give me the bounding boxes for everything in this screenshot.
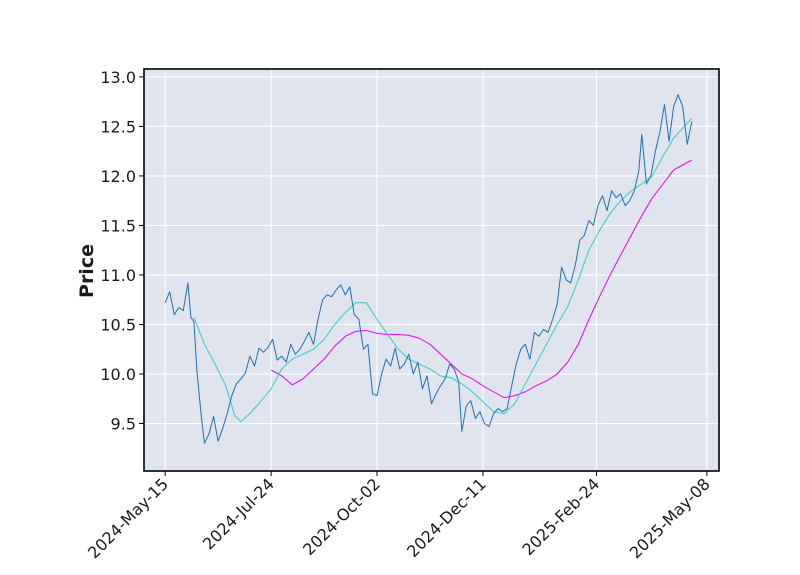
y-tick-label: 11.0 — [100, 266, 136, 285]
y-tick-label: 13.0 — [100, 68, 136, 87]
x-tick-label: 2025-May-08 — [626, 474, 714, 562]
y-tick-label: 12.5 — [100, 117, 136, 136]
series-lines — [164, 94, 693, 444]
y-tick-label: 11.5 — [100, 216, 136, 235]
series-line-price — [164, 94, 693, 444]
x-tick-label: 2024-May-15 — [84, 474, 172, 562]
plot-area-frame — [143, 68, 720, 472]
series-line-ma-long — [270, 159, 693, 399]
x-tick-label: 2025-Feb-24 — [518, 474, 603, 559]
y-tick-label: 12.0 — [100, 167, 136, 186]
series-line-ma-short — [193, 118, 693, 423]
x-tick-label: 2024-Dec-11 — [403, 474, 490, 561]
plot-area-background — [144, 69, 719, 471]
y-axis-label: Price — [76, 244, 98, 298]
x-tick-label: 2024-Oct-02 — [299, 474, 384, 559]
y-tick-label: 10.0 — [100, 365, 136, 384]
x-tick-label: 2024-Jul-24 — [199, 474, 278, 553]
y-tick-label: 9.5 — [111, 414, 136, 433]
grid-lines — [144, 69, 719, 471]
y-tick-label: 10.5 — [100, 315, 136, 334]
